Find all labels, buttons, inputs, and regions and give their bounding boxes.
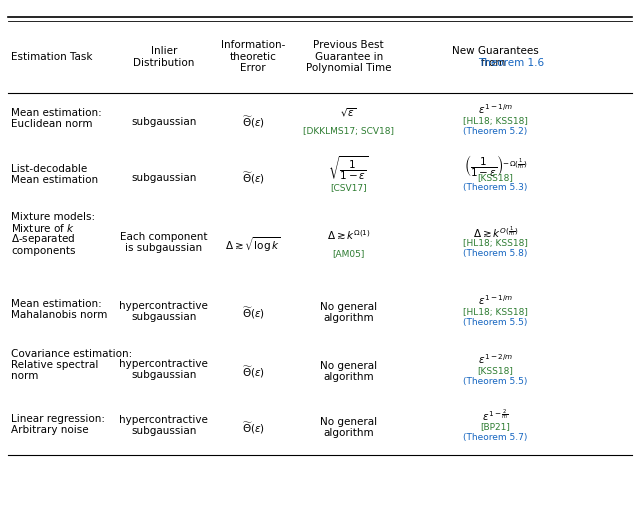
Text: $\Delta \gtrsim \sqrt{\log k}$: $\Delta \gtrsim \sqrt{\log k}$ — [225, 235, 281, 254]
Text: subgaussian: subgaussian — [131, 426, 196, 436]
Text: No general: No general — [320, 302, 377, 312]
Text: (Theorem 5.5): (Theorem 5.5) — [463, 318, 527, 327]
Text: subgaussian: subgaussian — [131, 174, 196, 183]
Text: Inlier
Distribution: Inlier Distribution — [133, 46, 195, 68]
Text: Information-
theoretic
Error: Information- theoretic Error — [221, 40, 285, 74]
Text: Linear regression:: Linear regression: — [11, 414, 105, 424]
Text: No general: No general — [320, 417, 377, 426]
Text: Covariance estimation:: Covariance estimation: — [11, 349, 132, 358]
Text: $\Delta$-separated: $\Delta$-separated — [11, 232, 76, 246]
Text: Mean estimation:: Mean estimation: — [11, 108, 102, 118]
Text: is subgaussian: is subgaussian — [125, 243, 202, 253]
Text: Mixture models:: Mixture models: — [11, 212, 95, 222]
Text: subgaussian: subgaussian — [131, 117, 196, 127]
Text: (Theorem 5.5): (Theorem 5.5) — [463, 376, 527, 386]
Text: Mixture of $k$: Mixture of $k$ — [11, 222, 75, 234]
Text: Mean estimation:: Mean estimation: — [11, 299, 102, 309]
Text: $\widetilde{\Theta}(\epsilon)$: $\widetilde{\Theta}(\epsilon)$ — [242, 115, 264, 130]
Text: algorithm: algorithm — [323, 428, 374, 438]
Text: [HL18; KSS18]: [HL18; KSS18] — [463, 117, 527, 126]
Text: Mean estimation: Mean estimation — [11, 176, 98, 185]
Text: $\widetilde{\Theta}(\epsilon)$: $\widetilde{\Theta}(\epsilon)$ — [242, 170, 264, 186]
Text: Estimation Task: Estimation Task — [11, 52, 92, 62]
Text: $\epsilon^{1-1/m}$: $\epsilon^{1-1/m}$ — [477, 294, 513, 308]
Text: $\widetilde{\Theta}(\epsilon)$: $\widetilde{\Theta}(\epsilon)$ — [242, 364, 264, 380]
Text: norm: norm — [11, 371, 38, 381]
Text: $\sqrt{\epsilon}$: $\sqrt{\epsilon}$ — [340, 107, 357, 119]
Text: Arbitrary noise: Arbitrary noise — [11, 425, 88, 435]
Text: Previous Best
Guarantee in
Polynomial Time: Previous Best Guarantee in Polynomial Ti… — [306, 40, 392, 74]
Text: $\widetilde{\Theta}(\epsilon)$: $\widetilde{\Theta}(\epsilon)$ — [242, 305, 264, 321]
Text: $\epsilon^{1-\frac{2}{m}}$: $\epsilon^{1-\frac{2}{m}}$ — [482, 408, 509, 423]
Text: subgaussian: subgaussian — [131, 370, 196, 380]
Text: Theorem 1.6: Theorem 1.6 — [478, 58, 544, 68]
Text: Euclidean norm: Euclidean norm — [11, 119, 92, 130]
Text: subgaussian: subgaussian — [131, 312, 196, 322]
Text: $\widetilde{\Theta}(\epsilon)$: $\widetilde{\Theta}(\epsilon)$ — [242, 420, 264, 436]
Text: [HL18; KSS18]: [HL18; KSS18] — [463, 308, 527, 317]
Text: No general: No general — [320, 361, 377, 371]
Text: $\Delta \gtrsim k^{\Omega(1)}$: $\Delta \gtrsim k^{\Omega(1)}$ — [327, 229, 371, 242]
Text: (Theorem 5.2): (Theorem 5.2) — [463, 127, 527, 136]
Text: $\Delta \gtrsim k^{O(\frac{1}{m})}$: $\Delta \gtrsim k^{O(\frac{1}{m})}$ — [472, 224, 518, 239]
Text: (Theorem 5.8): (Theorem 5.8) — [463, 249, 527, 258]
Text: hypercontractive: hypercontractive — [120, 359, 208, 369]
Text: Each component: Each component — [120, 232, 207, 242]
Text: Relative spectral: Relative spectral — [11, 360, 99, 370]
Text: [KSS18]: [KSS18] — [477, 173, 513, 182]
Text: algorithm: algorithm — [323, 372, 374, 382]
Text: [CSV17]: [CSV17] — [330, 183, 367, 192]
Text: New Guarantees: New Guarantees — [452, 46, 539, 56]
Text: algorithm: algorithm — [323, 313, 374, 324]
Text: Mahalanobis norm: Mahalanobis norm — [11, 310, 108, 321]
Text: [HL18; KSS18]: [HL18; KSS18] — [463, 239, 527, 248]
Text: [AM05]: [AM05] — [333, 249, 365, 258]
Text: List-decodable: List-decodable — [11, 164, 87, 174]
Text: $\epsilon^{1-1/m}$: $\epsilon^{1-1/m}$ — [477, 103, 513, 117]
Text: $\sqrt{\dfrac{1}{1-\epsilon}}$: $\sqrt{\dfrac{1}{1-\epsilon}}$ — [328, 155, 369, 183]
Text: hypercontractive: hypercontractive — [120, 301, 208, 311]
Text: [BP21]: [BP21] — [480, 422, 510, 431]
Text: $\epsilon^{1-2/m}$: $\epsilon^{1-2/m}$ — [477, 352, 513, 366]
Text: [DKKLMS17; SCV18]: [DKKLMS17; SCV18] — [303, 127, 394, 136]
Text: [KSS18]: [KSS18] — [477, 366, 513, 375]
Text: hypercontractive: hypercontractive — [120, 415, 208, 425]
Text: $\left(\dfrac{1}{1-\epsilon}\right)^{-\Omega(\frac{1}{m})}$: $\left(\dfrac{1}{1-\epsilon}\right)^{-\O… — [463, 153, 527, 179]
Text: (Theorem 5.7): (Theorem 5.7) — [463, 433, 527, 441]
Text: components: components — [11, 246, 76, 255]
Text: (Theorem 5.3): (Theorem 5.3) — [463, 183, 527, 192]
Text: from: from — [481, 58, 509, 68]
